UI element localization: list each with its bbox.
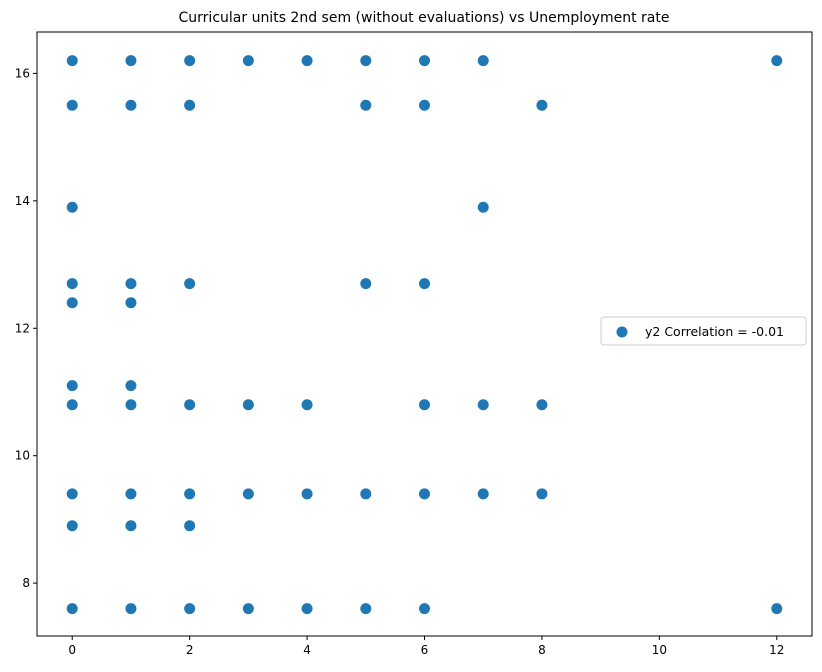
legend-box	[600, 316, 807, 346]
x-tick-label: 6	[421, 643, 429, 657]
scatter-point	[125, 380, 137, 392]
scatter-point	[125, 297, 137, 309]
scatter-point	[242, 488, 254, 500]
scatter-point	[477, 55, 489, 67]
x-tick-label: 8	[538, 643, 546, 657]
scatter-point	[66, 99, 78, 111]
x-axis: 0 2 4 6 8 10 12	[68, 636, 784, 657]
scatter-point	[66, 201, 78, 213]
scatter-point	[66, 55, 78, 67]
scatter-point	[242, 399, 254, 411]
scatter-point	[419, 488, 430, 500]
scatter-point	[66, 399, 78, 411]
scatter-point	[66, 380, 78, 392]
scatter-point	[66, 297, 78, 309]
scatter-point	[184, 99, 196, 111]
y-tick-label: 16	[15, 66, 30, 80]
x-tick-label: 12	[769, 643, 784, 657]
y-tick-label: 14	[15, 194, 30, 208]
y-tick-label: 10	[15, 449, 30, 463]
scatter-point	[360, 603, 372, 615]
scatter-point	[360, 488, 372, 500]
scatter-point	[184, 399, 196, 411]
x-tick-label: 10	[652, 643, 667, 657]
scatter-point	[536, 399, 548, 411]
scatter-point	[125, 603, 137, 615]
scatter-point	[184, 55, 196, 67]
legend: y2 Correlation = -0.01	[600, 316, 807, 346]
scatter-point	[66, 520, 78, 532]
scatter-point	[125, 488, 137, 500]
legend-marker	[616, 326, 628, 338]
scatter-point	[477, 399, 489, 411]
scatter-point	[301, 399, 313, 411]
scatter-point	[125, 278, 137, 290]
x-tick-label: 4	[303, 643, 311, 657]
y-tick-label: 8	[22, 576, 30, 590]
scatter-point	[184, 603, 196, 615]
scatter-point	[125, 520, 137, 532]
chart-title: Curricular units 2nd sem (without evalua…	[179, 10, 670, 26]
scatter-point	[125, 399, 137, 411]
scatter-point	[184, 488, 196, 500]
data-points	[66, 55, 783, 615]
scatter-point	[301, 488, 313, 500]
scatter-point	[771, 603, 783, 615]
scatter-point	[184, 278, 196, 290]
scatter-point	[477, 488, 489, 500]
scatter-point	[301, 603, 313, 615]
legend-label: y2 Correlation = -0.01	[645, 324, 784, 339]
scatter-point	[419, 278, 430, 290]
scatter-point	[242, 55, 254, 67]
y-axis: 8 10 12 14 16	[15, 66, 37, 590]
scatter-point	[771, 55, 783, 67]
scatter-point	[419, 603, 430, 615]
y-tick-label: 12	[15, 321, 30, 335]
scatter-point	[360, 55, 372, 67]
scatter-point	[301, 55, 313, 67]
scatter-point	[419, 399, 430, 411]
scatter-point	[242, 603, 254, 615]
scatter-point	[536, 488, 548, 500]
scatter-point	[419, 55, 430, 67]
scatter-point	[125, 99, 137, 111]
scatter-point	[360, 99, 372, 111]
scatter-point	[419, 99, 430, 111]
scatter-point	[477, 201, 489, 213]
scatter-point	[125, 55, 137, 67]
scatter-point	[360, 278, 372, 290]
scatter-point	[66, 488, 78, 500]
x-tick-label: 2	[186, 643, 194, 657]
x-tick-label: 0	[68, 643, 76, 657]
scatter-point	[66, 603, 78, 615]
scatter-point	[66, 278, 78, 290]
scatter-point	[184, 520, 196, 532]
scatter-point	[536, 99, 548, 111]
